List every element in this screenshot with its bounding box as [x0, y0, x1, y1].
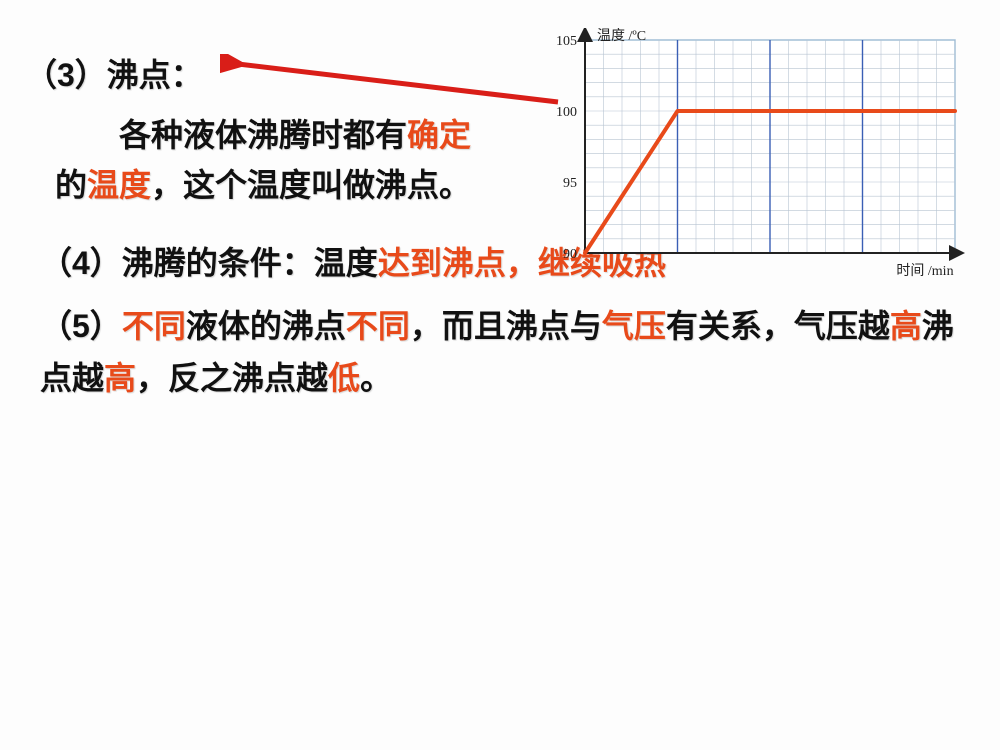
kw-wendu: 温度 — [87, 167, 151, 203]
t: ，而且沸点与 — [410, 308, 602, 344]
t: （4）沸腾的条件：温度 — [40, 245, 378, 281]
svg-text:100: 100 — [556, 105, 577, 120]
t: （5） — [40, 308, 122, 344]
kw-queding: 确定 — [407, 117, 471, 153]
svg-text:105: 105 — [556, 34, 577, 49]
svg-text:95: 95 — [563, 176, 577, 191]
t: ，反之沸点越 — [136, 360, 328, 396]
svg-text:90: 90 — [563, 247, 577, 262]
t: ，这个温度叫做沸点。 — [151, 167, 471, 203]
point-3-body: 各种液体沸腾时都有确定的温度，这个温度叫做沸点。 — [25, 111, 475, 210]
point-5: （5）不同液体的沸点不同，而且沸点与气压有关系，气压越高沸点越高，反之沸点越低。 — [25, 301, 975, 403]
t: 各种液体沸腾时都有 — [119, 117, 407, 153]
kw-qiya: 气压 — [602, 308, 666, 344]
boiling-point-chart: 105 100 95 90 温度 /ºC 时间 /min — [525, 28, 965, 288]
kw-di: 低 — [328, 360, 360, 396]
chart-svg: 105 100 95 90 温度 /ºC 时间 /min — [525, 28, 965, 288]
svg-text:时间 /min: 时间 /min — [896, 263, 953, 279]
t: 的 — [55, 167, 87, 203]
kw-butong1: 不同 — [122, 308, 186, 344]
svg-text:温度 /ºC: 温度 /ºC — [597, 28, 646, 44]
t: 液体的沸点 — [186, 308, 346, 344]
kw-butong2: 不同 — [346, 308, 410, 344]
slide-container: （3）沸点： 各种液体沸腾时都有确定的温度，这个温度叫做沸点。 （4）沸腾的条件… — [0, 0, 1000, 750]
t: 。 — [360, 360, 392, 396]
t: 有关系，气压越 — [666, 308, 890, 344]
kw-gao2: 高 — [104, 360, 136, 396]
kw-gao1: 高 — [890, 308, 922, 344]
